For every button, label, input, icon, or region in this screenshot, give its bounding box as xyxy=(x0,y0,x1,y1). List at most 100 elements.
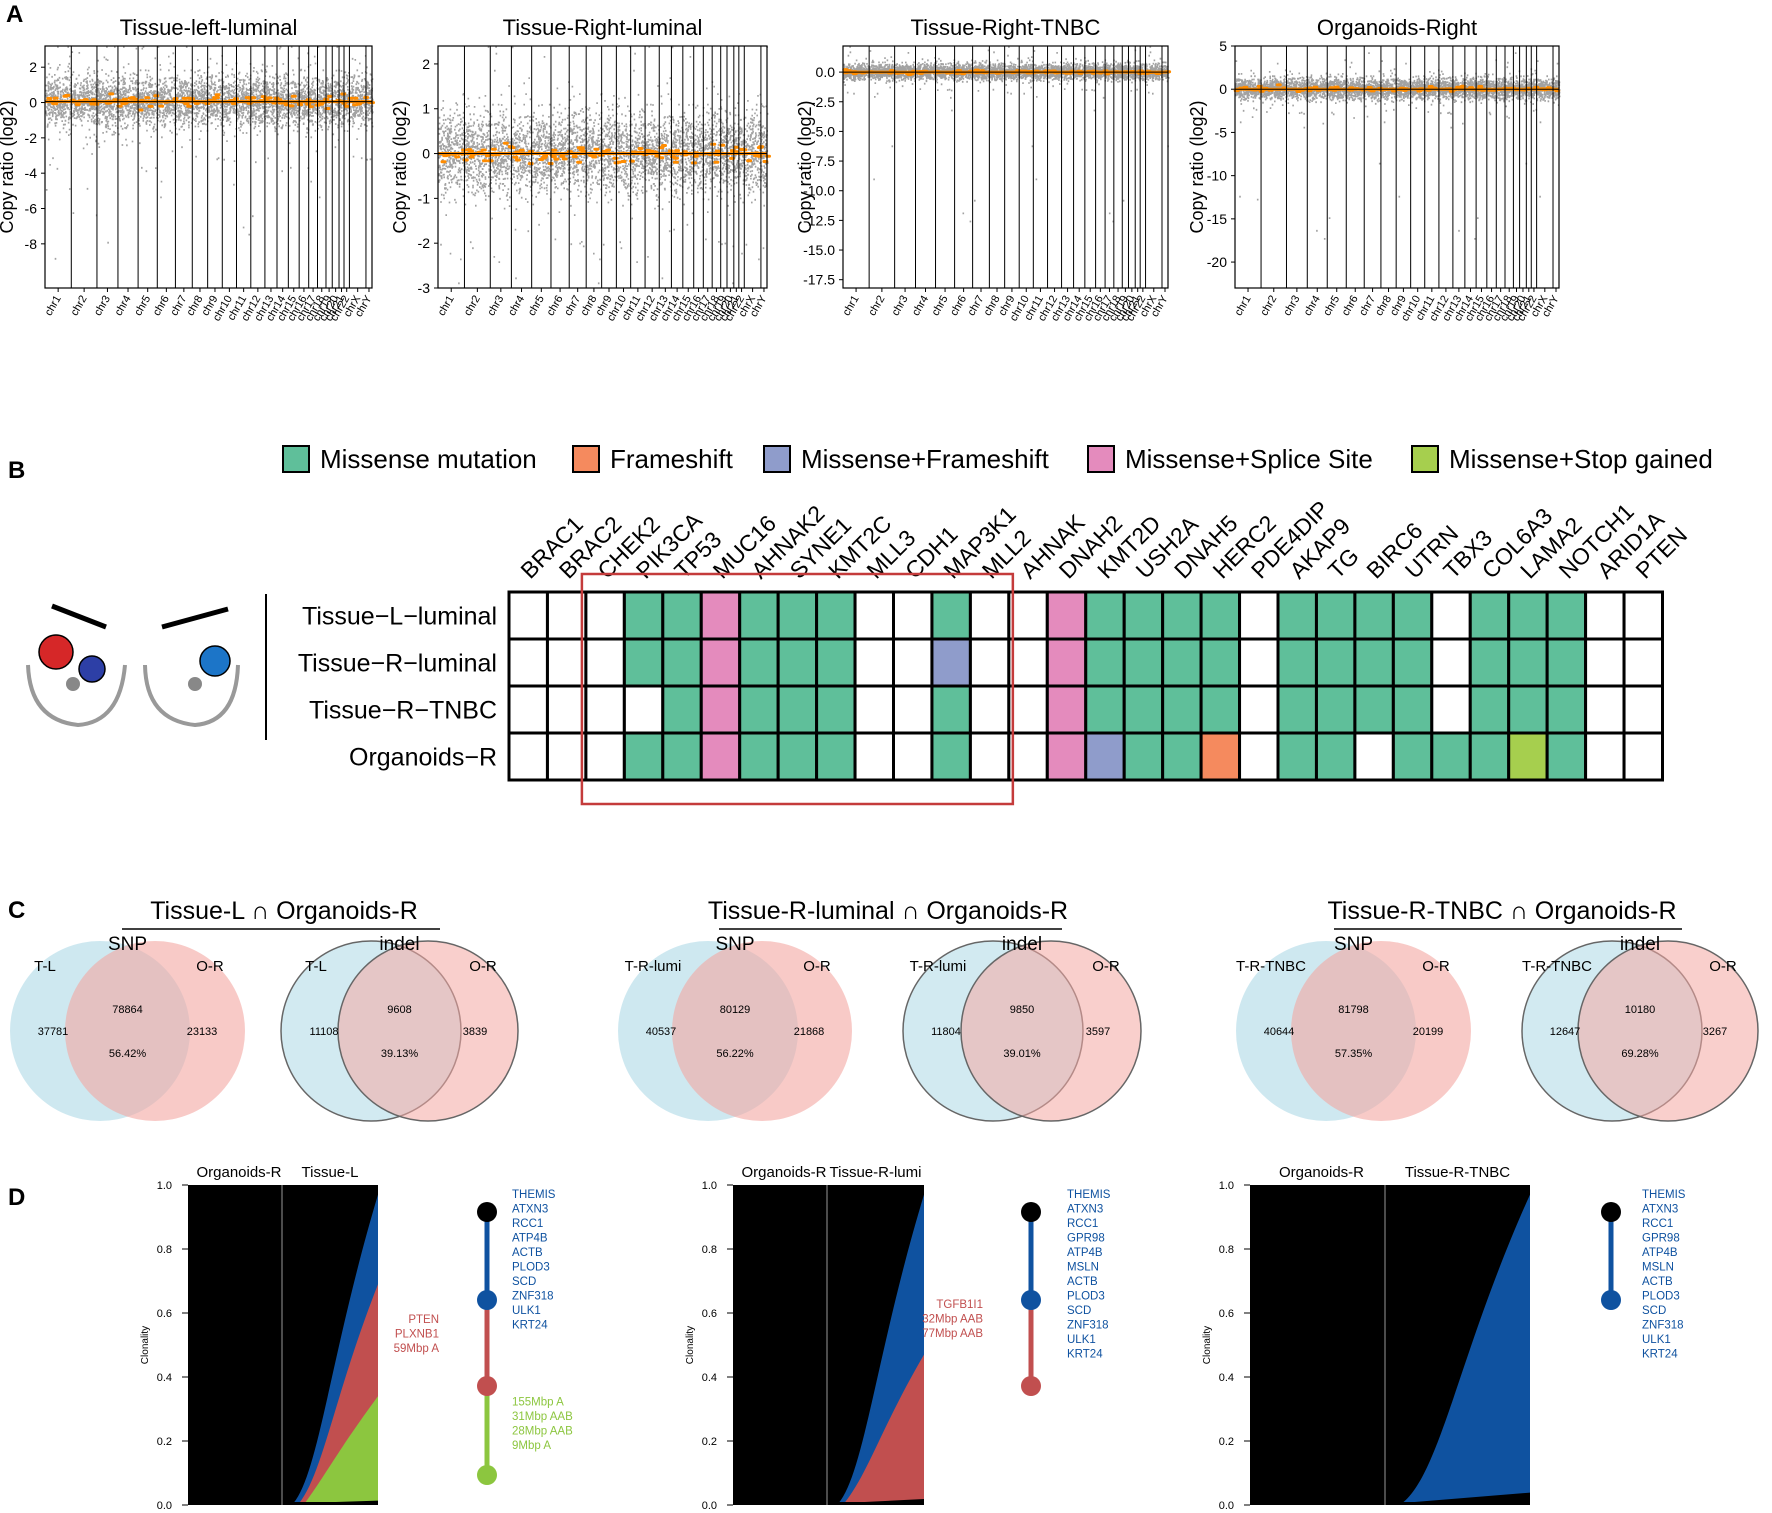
heatmap-cell xyxy=(853,590,895,641)
panel-label-a: A xyxy=(6,1,23,28)
tree-gene-label: KRT24 xyxy=(1642,1349,1678,1361)
heatmap-cell xyxy=(968,637,1011,688)
heatmap-cell xyxy=(699,684,742,735)
heatmap-cell xyxy=(1468,590,1511,641)
y-tick-label: 0.0 xyxy=(816,64,836,80)
heatmap-cell xyxy=(1238,590,1280,641)
heatmap-cell xyxy=(1084,731,1126,782)
indel-left-name: T-R-TNBC xyxy=(1522,958,1592,975)
heatmap-cell xyxy=(507,590,549,641)
heatmap-cell xyxy=(1084,590,1126,641)
heatmap-cell xyxy=(1199,637,1242,688)
clonality-plot: Organoids-R Tissue-L Clonality 0.0 0.2 0.4 0.6… xyxy=(140,1164,573,1512)
y-tick-label: 0.6 xyxy=(702,1308,717,1320)
snp-right-only: 23133 xyxy=(187,1026,218,1038)
tree-genes-blue: THEMIS ATXN3 RCC1 GPR98 ATP4B MSLN ACTB PLOD3 SC… xyxy=(1067,1189,1111,1361)
y-tick-label: -7.5 xyxy=(811,153,835,169)
y-tick-label: 5 xyxy=(1219,38,1227,54)
indel-label: indel xyxy=(1002,934,1042,955)
legend-swatch xyxy=(572,445,600,473)
panel-a-copy-ratio-plots: Tissue-left-luminal Copy ratio (log2) 2 0 -2… xyxy=(0,15,1562,323)
y-tick-label: -2.5 xyxy=(811,94,835,110)
legend-swatch xyxy=(763,445,791,473)
chromosome-label: chr6 xyxy=(545,294,566,319)
snp-percent: 56.22% xyxy=(716,1048,754,1060)
snp-right-name: O-R xyxy=(803,958,831,975)
breast-diagram xyxy=(26,603,240,728)
panel-label-d: D xyxy=(8,1184,25,1211)
heatmap-cell xyxy=(661,590,703,641)
indel-left-name: T-R-lumi xyxy=(910,958,967,975)
y-tick-label: -8 xyxy=(25,236,38,252)
heatmap-cell xyxy=(1199,731,1242,782)
tree-gene-label: SCD xyxy=(512,1276,536,1288)
y-tick-label: 0.2 xyxy=(702,1436,717,1448)
tree-gene-label: RCC1 xyxy=(1642,1218,1673,1230)
copy-ratio-plot: Tissue-Right-luminal Copy ratio (log2) 2 1 0… xyxy=(390,15,771,323)
tree-gene-label: ATP4B xyxy=(512,1233,548,1245)
heatmap-cell xyxy=(1353,637,1395,688)
tree-gene-label: PLXNB1 xyxy=(395,1329,439,1341)
y-axis-label: Copy ratio (log2) xyxy=(0,100,17,233)
tree-gene-label: 59Mbp A xyxy=(394,1343,440,1355)
heatmap-cell xyxy=(1238,684,1280,735)
tree-gene-label: PLOD3 xyxy=(1642,1291,1680,1303)
tree-gene-label: ULK1 xyxy=(512,1305,541,1317)
chromosome-label: chr4 xyxy=(910,294,931,319)
chromosome-label: chr7 xyxy=(562,294,583,319)
heatmap-cell xyxy=(1468,731,1511,782)
heatmap-cell xyxy=(1584,590,1626,641)
chromosome-label: chr2 xyxy=(462,294,483,319)
copy-ratio-points xyxy=(1235,52,1561,240)
indel-left-only: 11108 xyxy=(310,1026,339,1038)
snp-shared: 80129 xyxy=(720,1004,751,1016)
heatmap-cell xyxy=(776,590,819,641)
heatmap-cell xyxy=(738,731,780,782)
y-tick-label: 1.0 xyxy=(702,1180,717,1192)
heatmap-cell xyxy=(1430,684,1472,735)
tree-node xyxy=(1601,1202,1621,1222)
heatmap-cell xyxy=(507,684,549,735)
heatmap-cell xyxy=(1045,637,1088,688)
venn-group: Tissue-R-TNBC ∩ Organoids-R SNP T-R-TNBC O-… xyxy=(1236,897,1759,1122)
baseline xyxy=(293,1502,378,1505)
snp-left-only: 40537 xyxy=(646,1026,677,1038)
panel-label-c: C xyxy=(8,897,25,924)
indel-percent: 69.28% xyxy=(1621,1048,1659,1060)
snp-right-only: 20199 xyxy=(1413,1026,1444,1038)
tree-gene-label: ACTB xyxy=(1642,1276,1673,1288)
heatmap-cell xyxy=(1007,590,1049,641)
y-axis-label: Copy ratio (log2) xyxy=(795,100,815,233)
left-arm-line xyxy=(51,603,107,630)
heatmap-cell xyxy=(738,637,780,688)
indel-right-circle xyxy=(960,940,1142,1122)
tree-node xyxy=(477,1290,497,1310)
heatmap-cell xyxy=(1545,637,1588,688)
heatmap-cell xyxy=(1084,637,1126,688)
heatmap-cell xyxy=(1161,731,1203,782)
tree-gene-label: ATXN3 xyxy=(512,1204,548,1216)
snp-right-name: O-R xyxy=(1422,958,1450,975)
heatmap-cell xyxy=(545,731,588,782)
heatmap-cell xyxy=(545,637,588,688)
heatmap-cell xyxy=(1314,684,1357,735)
snp-right-circle xyxy=(1291,941,1471,1121)
venn-title: Tissue-L ∩ Organoids-R xyxy=(150,897,418,925)
copy-ratio-plot: Organoids-Right Copy ratio (log2) 5 0 -5 -10 -… xyxy=(1187,15,1562,323)
heatmap-cell xyxy=(1507,590,1549,641)
data-points xyxy=(1235,52,1561,240)
snp-shared: 78864 xyxy=(112,1004,143,1016)
indel-right-name: O-R xyxy=(1709,958,1737,975)
clone-tree: THEMIS ATXN3 RCC1 GPR98 ATP4B MSLN ACTB PLOD3 SC… xyxy=(1601,1189,1686,1361)
tree-node xyxy=(1021,1290,1041,1310)
heatmap-cell xyxy=(507,637,549,688)
tree-gene-label: PLOD3 xyxy=(1067,1291,1105,1303)
heatmap-cell xyxy=(930,731,972,782)
y-tick-label: -15 xyxy=(1207,211,1227,227)
right-node xyxy=(188,677,202,691)
heatmap-cell xyxy=(1391,684,1434,735)
chromosome-label: chr7 xyxy=(1357,294,1378,319)
heatmap-cell xyxy=(699,731,742,782)
heatmap-cell xyxy=(1161,637,1203,688)
y-tick-label: 0.0 xyxy=(157,1500,172,1512)
